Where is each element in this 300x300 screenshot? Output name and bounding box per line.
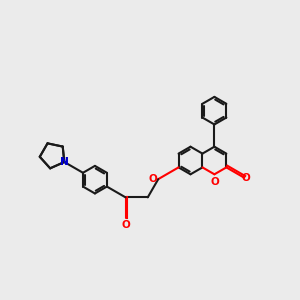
Text: O: O [241,173,250,183]
Text: N: N [60,157,69,167]
Text: N: N [60,157,69,167]
Text: O: O [148,174,157,184]
Text: O: O [210,177,219,187]
Text: O: O [121,220,130,230]
